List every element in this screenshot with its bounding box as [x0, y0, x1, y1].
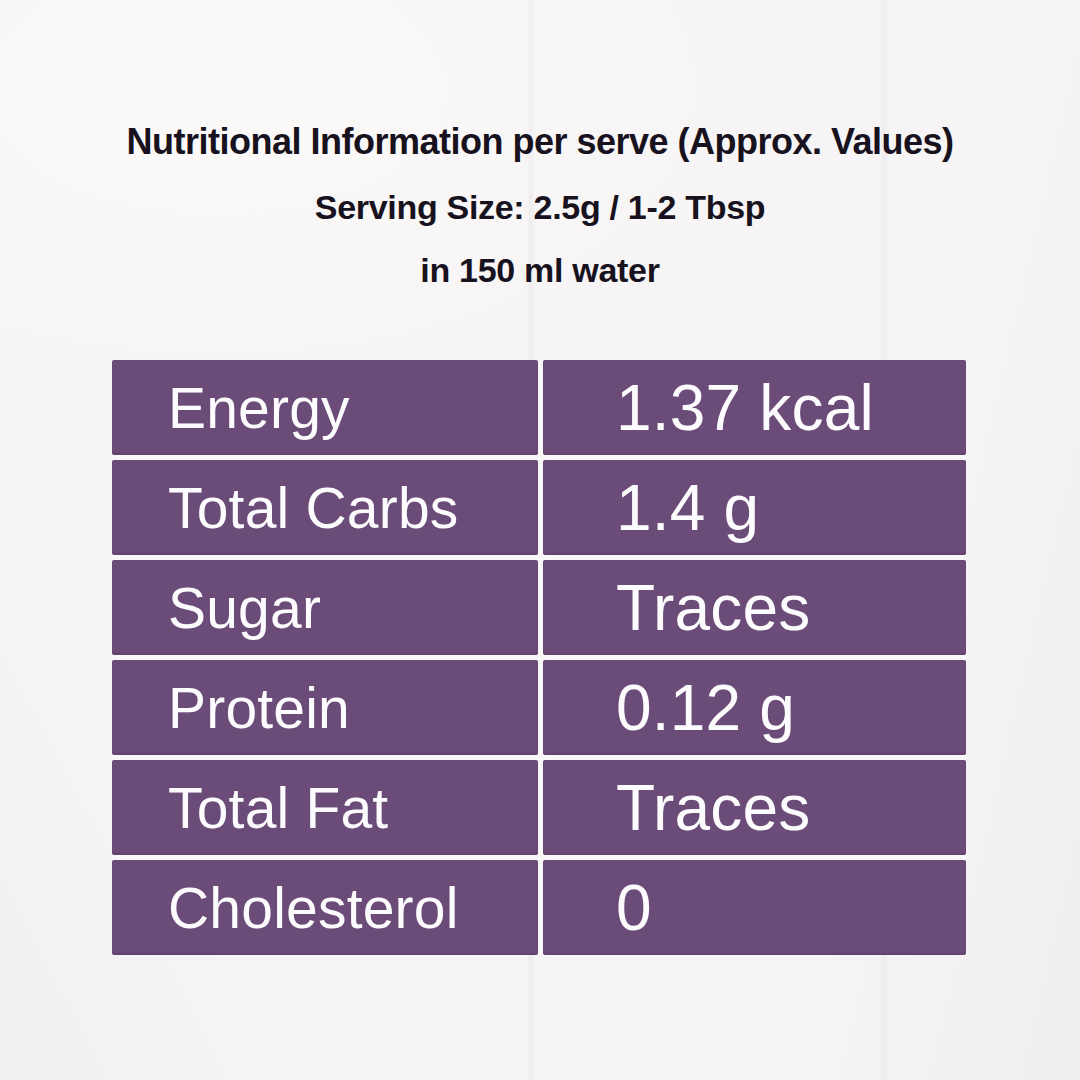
total-carbs-value: 1.4 g: [543, 460, 966, 555]
serving-size-line: Serving Size: 2.5g / 1-2 Tbsp: [0, 188, 1080, 227]
nutrition-label-image: Nutritional Information per serve (Appro…: [0, 0, 1080, 1080]
sugar-value: Traces: [543, 560, 966, 655]
total-fat-label: Total Fat: [112, 760, 538, 855]
cholesterol-label: Cholesterol: [112, 860, 538, 955]
page-title: Nutritional Information per serve (Appro…: [0, 121, 1080, 163]
energy-label: Energy: [112, 360, 538, 455]
energy-value: 1.37 kcal: [543, 360, 966, 455]
total-fat-value: Traces: [543, 760, 966, 855]
sugar-label: Sugar: [112, 560, 538, 655]
dilution-line: in 150 ml water: [0, 251, 1080, 290]
nutrition-table: Energy 1.37 kcal Total Carbs 1.4 g Sugar…: [112, 360, 966, 955]
cholesterol-value: 0: [543, 860, 966, 955]
protein-value: 0.12 g: [543, 660, 966, 755]
total-carbs-label: Total Carbs: [112, 460, 538, 555]
protein-label: Protein: [112, 660, 538, 755]
